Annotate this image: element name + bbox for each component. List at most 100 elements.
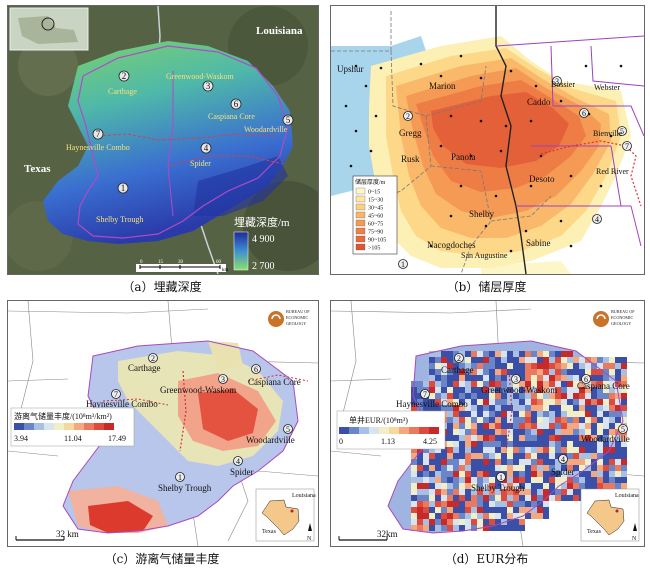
- eur-cell: [489, 381, 495, 387]
- eur-cell: [435, 381, 441, 387]
- eur-cell: [429, 465, 435, 471]
- eur-cell: [603, 429, 609, 435]
- area-label: Caspiana Core: [208, 112, 255, 121]
- inset-label: Texas: [587, 529, 602, 535]
- eur-cell: [459, 483, 465, 489]
- eur-cell: [507, 429, 513, 435]
- eur-cell: [585, 411, 591, 417]
- eur-cell: [477, 507, 483, 513]
- eur-cell: [597, 405, 603, 411]
- area-label: Haynesville Combo: [66, 143, 130, 152]
- eur-cell: [597, 363, 603, 369]
- eur-cell: [579, 357, 585, 363]
- eur-cell: [441, 381, 447, 387]
- eur-cell: [441, 351, 447, 357]
- eur-cell: [603, 381, 609, 387]
- north-arrow-icon: [308, 523, 312, 531]
- eur-cell: [501, 507, 507, 513]
- eur-cell: [459, 363, 465, 369]
- eur-cell: [519, 399, 525, 405]
- thickness-legend-swatch: [355, 227, 366, 235]
- eur-cell: [459, 525, 465, 531]
- eur-cell: [447, 513, 453, 519]
- eur-cell: [525, 507, 531, 513]
- svg-text:1: 1: [499, 473, 503, 482]
- eur-cell: [477, 357, 483, 363]
- eur-cell: [561, 411, 567, 417]
- eur-cell: [573, 441, 579, 447]
- eur-cell: [453, 411, 459, 417]
- eur-cell: [531, 393, 537, 399]
- area-label: Spider: [230, 467, 254, 477]
- eur-cell: [615, 369, 621, 375]
- eur-cell: [579, 453, 585, 459]
- eur-cell: [459, 435, 465, 441]
- eur-cell: [495, 465, 501, 471]
- eur-cell: [555, 465, 561, 471]
- eur-cell: [453, 483, 459, 489]
- eur-cell: [423, 399, 429, 405]
- eur-cell: [543, 471, 549, 477]
- eur-cell: [585, 429, 591, 435]
- eur-cell: [525, 435, 531, 441]
- eur-cell: [591, 453, 597, 459]
- eur-cell: [441, 513, 447, 519]
- eur-cell: [519, 441, 525, 447]
- county-label: Shelby: [469, 209, 495, 219]
- eur-cell: [429, 501, 435, 507]
- inset-label: Louisiana: [292, 493, 316, 499]
- eur-cell: [519, 393, 525, 399]
- eur-cell: [429, 387, 435, 393]
- marker-number: 5: [286, 115, 291, 125]
- eur-cell: [507, 405, 513, 411]
- eur-cell: [483, 387, 489, 393]
- eur-cell: [417, 399, 423, 405]
- eur-cell: [447, 381, 453, 387]
- eur-cell: [585, 393, 591, 399]
- north-arrow-icon: [633, 523, 637, 531]
- eur-cell: [459, 489, 465, 495]
- eur-cell: [507, 441, 513, 447]
- eur-cell: [531, 495, 537, 501]
- eur-cell: [597, 471, 603, 477]
- eur-cell: [513, 435, 519, 441]
- eur-cell: [579, 483, 585, 489]
- eur-cell: [573, 465, 579, 471]
- eur-cell: [603, 393, 609, 399]
- eur-cell: [495, 519, 501, 525]
- eur-cell: [549, 465, 555, 471]
- abundance-legend-mid: 11.04: [64, 434, 82, 443]
- eur-cell: [597, 417, 603, 423]
- eur-cell: [609, 483, 615, 489]
- eur-cell: [537, 399, 543, 405]
- eur-cell: [429, 495, 435, 501]
- eur-cell: [441, 507, 447, 513]
- eur-cell: [477, 441, 483, 447]
- eur-cell: [447, 375, 453, 381]
- eur-cell: [543, 465, 549, 471]
- eur-cell: [507, 417, 513, 423]
- eur-cell: [531, 429, 537, 435]
- area-label: Caspiana Core: [248, 377, 301, 387]
- eur-cell: [459, 405, 465, 411]
- eur-cell: [513, 483, 519, 489]
- eur-cell: [573, 435, 579, 441]
- eur-cell: [561, 369, 567, 375]
- eur-cell: [441, 501, 447, 507]
- eur-cell: [453, 405, 459, 411]
- eur-cell: [435, 483, 441, 489]
- eur-cell: [531, 423, 537, 429]
- panel-b-reservoir-thickness-map: 2 3 6 7 4 5 1 Upshur Marion Gregg Rusk P…: [330, 5, 645, 275]
- eur-cell: [549, 495, 555, 501]
- eur-cell: [591, 363, 597, 369]
- eur-cell: [507, 357, 513, 363]
- eur-cell: [495, 459, 501, 465]
- eur-cell: [513, 417, 519, 423]
- eur-cell: [465, 507, 471, 513]
- eur-cell: [549, 363, 555, 369]
- eur-cell: [615, 465, 621, 471]
- eur-cell: [507, 525, 513, 531]
- eur-cell: [555, 453, 561, 459]
- eur-cell: [603, 423, 609, 429]
- eur-cell: [447, 459, 453, 465]
